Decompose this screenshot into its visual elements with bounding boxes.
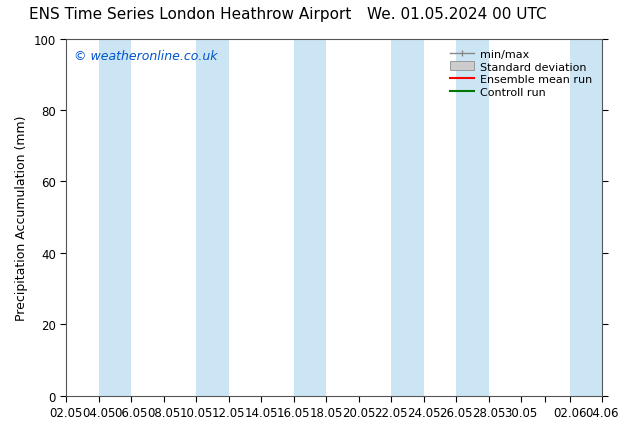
Legend: min/max, Standard deviation, Ensemble mean run, Controll run: min/max, Standard deviation, Ensemble me… (446, 45, 597, 102)
Bar (196, 39, 229, 396)
Text: We. 01.05.2024 00 UTC: We. 01.05.2024 00 UTC (366, 7, 547, 21)
Text: ENS Time Series London Heathrow Airport: ENS Time Series London Heathrow Airport (29, 7, 351, 21)
Y-axis label: Precipitation Accumulation (mm): Precipitation Accumulation (mm) (15, 115, 28, 320)
Bar (99, 39, 131, 396)
Text: © weatheronline.co.uk: © weatheronline.co.uk (74, 50, 217, 63)
Bar (570, 39, 602, 396)
Bar (391, 39, 424, 396)
Bar (456, 39, 489, 396)
Bar (294, 39, 326, 396)
